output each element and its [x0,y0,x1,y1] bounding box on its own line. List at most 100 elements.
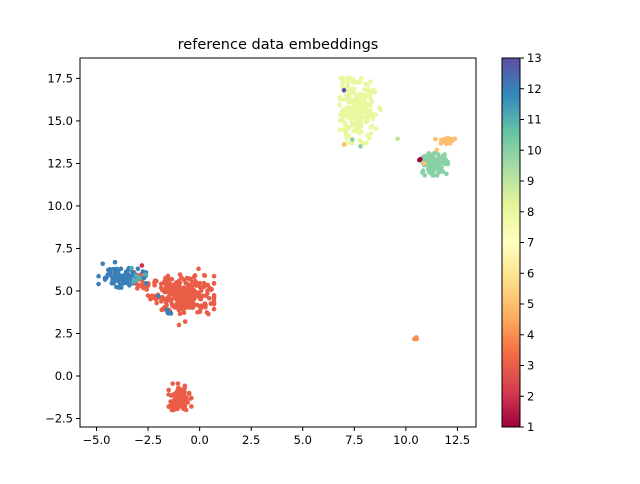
data-point [346,88,351,94]
colorbar-tick-label: 7 [527,236,534,250]
data-point [150,295,156,301]
data-point [440,159,446,164]
data-point [132,278,138,284]
data-point [188,396,193,401]
data-point [162,278,168,283]
data-point [359,128,364,134]
data-point [96,281,101,287]
data-point [111,278,117,284]
data-point [357,138,363,143]
x-tick-label: 7.5 [345,433,363,447]
data-point [412,336,418,342]
colorbar-tick-label: 5 [527,297,534,311]
data-point [205,288,210,293]
data-point [198,288,204,293]
data-point [444,171,449,177]
data-point [152,282,157,288]
data-point [166,387,171,393]
data-point [163,284,169,290]
data-point [337,118,343,123]
data-point [442,152,447,157]
data-point [351,77,356,83]
data-point [351,86,356,92]
data-point [117,275,123,281]
y-tick-label: 7.5 [55,241,73,255]
data-point [439,169,444,174]
data-point [165,273,171,279]
data-point [202,284,207,289]
data-point [171,292,176,297]
data-point [191,274,197,280]
data-point [434,147,440,153]
data-point [362,107,367,113]
points-layer [96,76,458,413]
data-point [353,108,359,114]
data-point [211,280,217,286]
data-point [346,92,352,98]
data-point [355,121,361,126]
data-point [137,275,143,281]
data-point [440,139,445,144]
data-point [203,302,208,308]
data-point [359,94,365,99]
data-point [179,275,184,280]
data-point [130,269,136,275]
data-point [368,107,373,113]
colorbar-tick-label: 12 [527,82,542,96]
data-point [189,297,194,303]
data-point [191,301,196,307]
y-axis: −2.5 0.0 2.5 5.0 7.5 10.0 12.5 15.0 17.5 [45,71,80,425]
data-point [354,116,360,121]
data-point [166,392,171,397]
data-point [211,306,217,312]
y-tick-label: 5.0 [55,284,73,298]
data-point [430,154,435,159]
data-point [174,289,180,294]
y-tick-label: 0.0 [55,369,73,383]
data-point [188,285,194,291]
x-tick-label: −2.5 [134,433,162,447]
data-point [199,304,204,309]
data-point [165,288,170,293]
data-point [174,403,180,409]
data-point [368,102,373,108]
data-point [337,127,343,133]
data-point [363,140,369,146]
colorbar-tick-label: 10 [527,143,542,157]
data-point [198,296,204,302]
x-tick-label: 5.0 [294,433,312,447]
data-point [118,282,123,287]
data-point [176,322,182,328]
data-point [170,381,175,386]
data-point [368,89,374,95]
data-point [177,280,183,286]
data-point [206,296,212,301]
y-tick-label: 10.0 [47,199,73,213]
data-point [365,113,371,118]
data-point [184,275,190,281]
data-point [167,281,173,287]
data-point [191,288,197,293]
data-point [211,296,217,301]
data-point [143,281,149,286]
data-point [362,99,368,105]
data-point [368,131,374,136]
x-tick-label: 12.5 [445,433,471,447]
data-point [158,281,164,287]
data-point [445,159,451,165]
data-point [355,95,361,101]
data-point [361,114,367,120]
data-point [345,124,351,130]
x-tick-label: −5.0 [83,433,111,447]
data-point [201,280,207,286]
y-tick-label: 12.5 [47,156,73,170]
data-point [372,112,378,118]
data-point [129,265,134,271]
data-point [358,144,363,149]
data-point [182,319,188,324]
data-point [174,390,180,396]
x-tick-label: 10.0 [393,433,419,447]
